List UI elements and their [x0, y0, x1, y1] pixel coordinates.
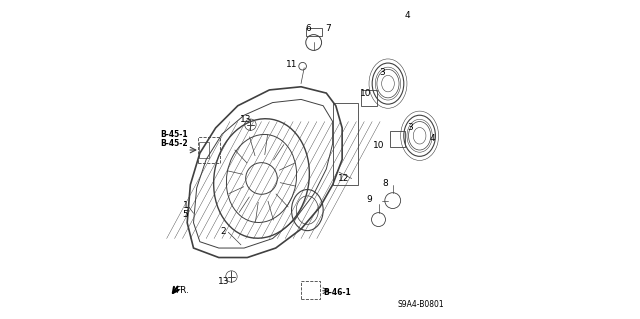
Text: 7: 7 [325, 24, 331, 33]
Text: 1: 1 [183, 201, 189, 210]
Bar [198, 137, 220, 163]
Bar [301, 281, 320, 299]
Text: 9: 9 [366, 195, 372, 204]
Text: B-45-1: B-45-1 [161, 130, 188, 139]
Text: 11: 11 [286, 60, 298, 69]
Text: FR.: FR. [175, 286, 189, 295]
Text: 12: 12 [338, 174, 349, 183]
Text: 13: 13 [218, 277, 229, 286]
Text: B-46-1: B-46-1 [323, 288, 351, 297]
Text: S9A4-B0801: S9A4-B0801 [398, 300, 445, 309]
Text: 3: 3 [407, 123, 413, 132]
Text: 4: 4 [404, 11, 410, 20]
Text: B-45-2: B-45-2 [161, 139, 188, 148]
Bar [199, 142, 209, 158]
Text: 10: 10 [372, 141, 384, 150]
Text: 5: 5 [183, 210, 189, 219]
Text: 10: 10 [360, 89, 372, 98]
Bar [306, 28, 321, 36]
Text: 2: 2 [221, 227, 227, 236]
Text: 6: 6 [305, 24, 311, 33]
Text: 8: 8 [382, 179, 388, 188]
Text: 3: 3 [379, 68, 385, 77]
Text: 13: 13 [240, 115, 252, 124]
Text: 4: 4 [429, 134, 435, 144]
